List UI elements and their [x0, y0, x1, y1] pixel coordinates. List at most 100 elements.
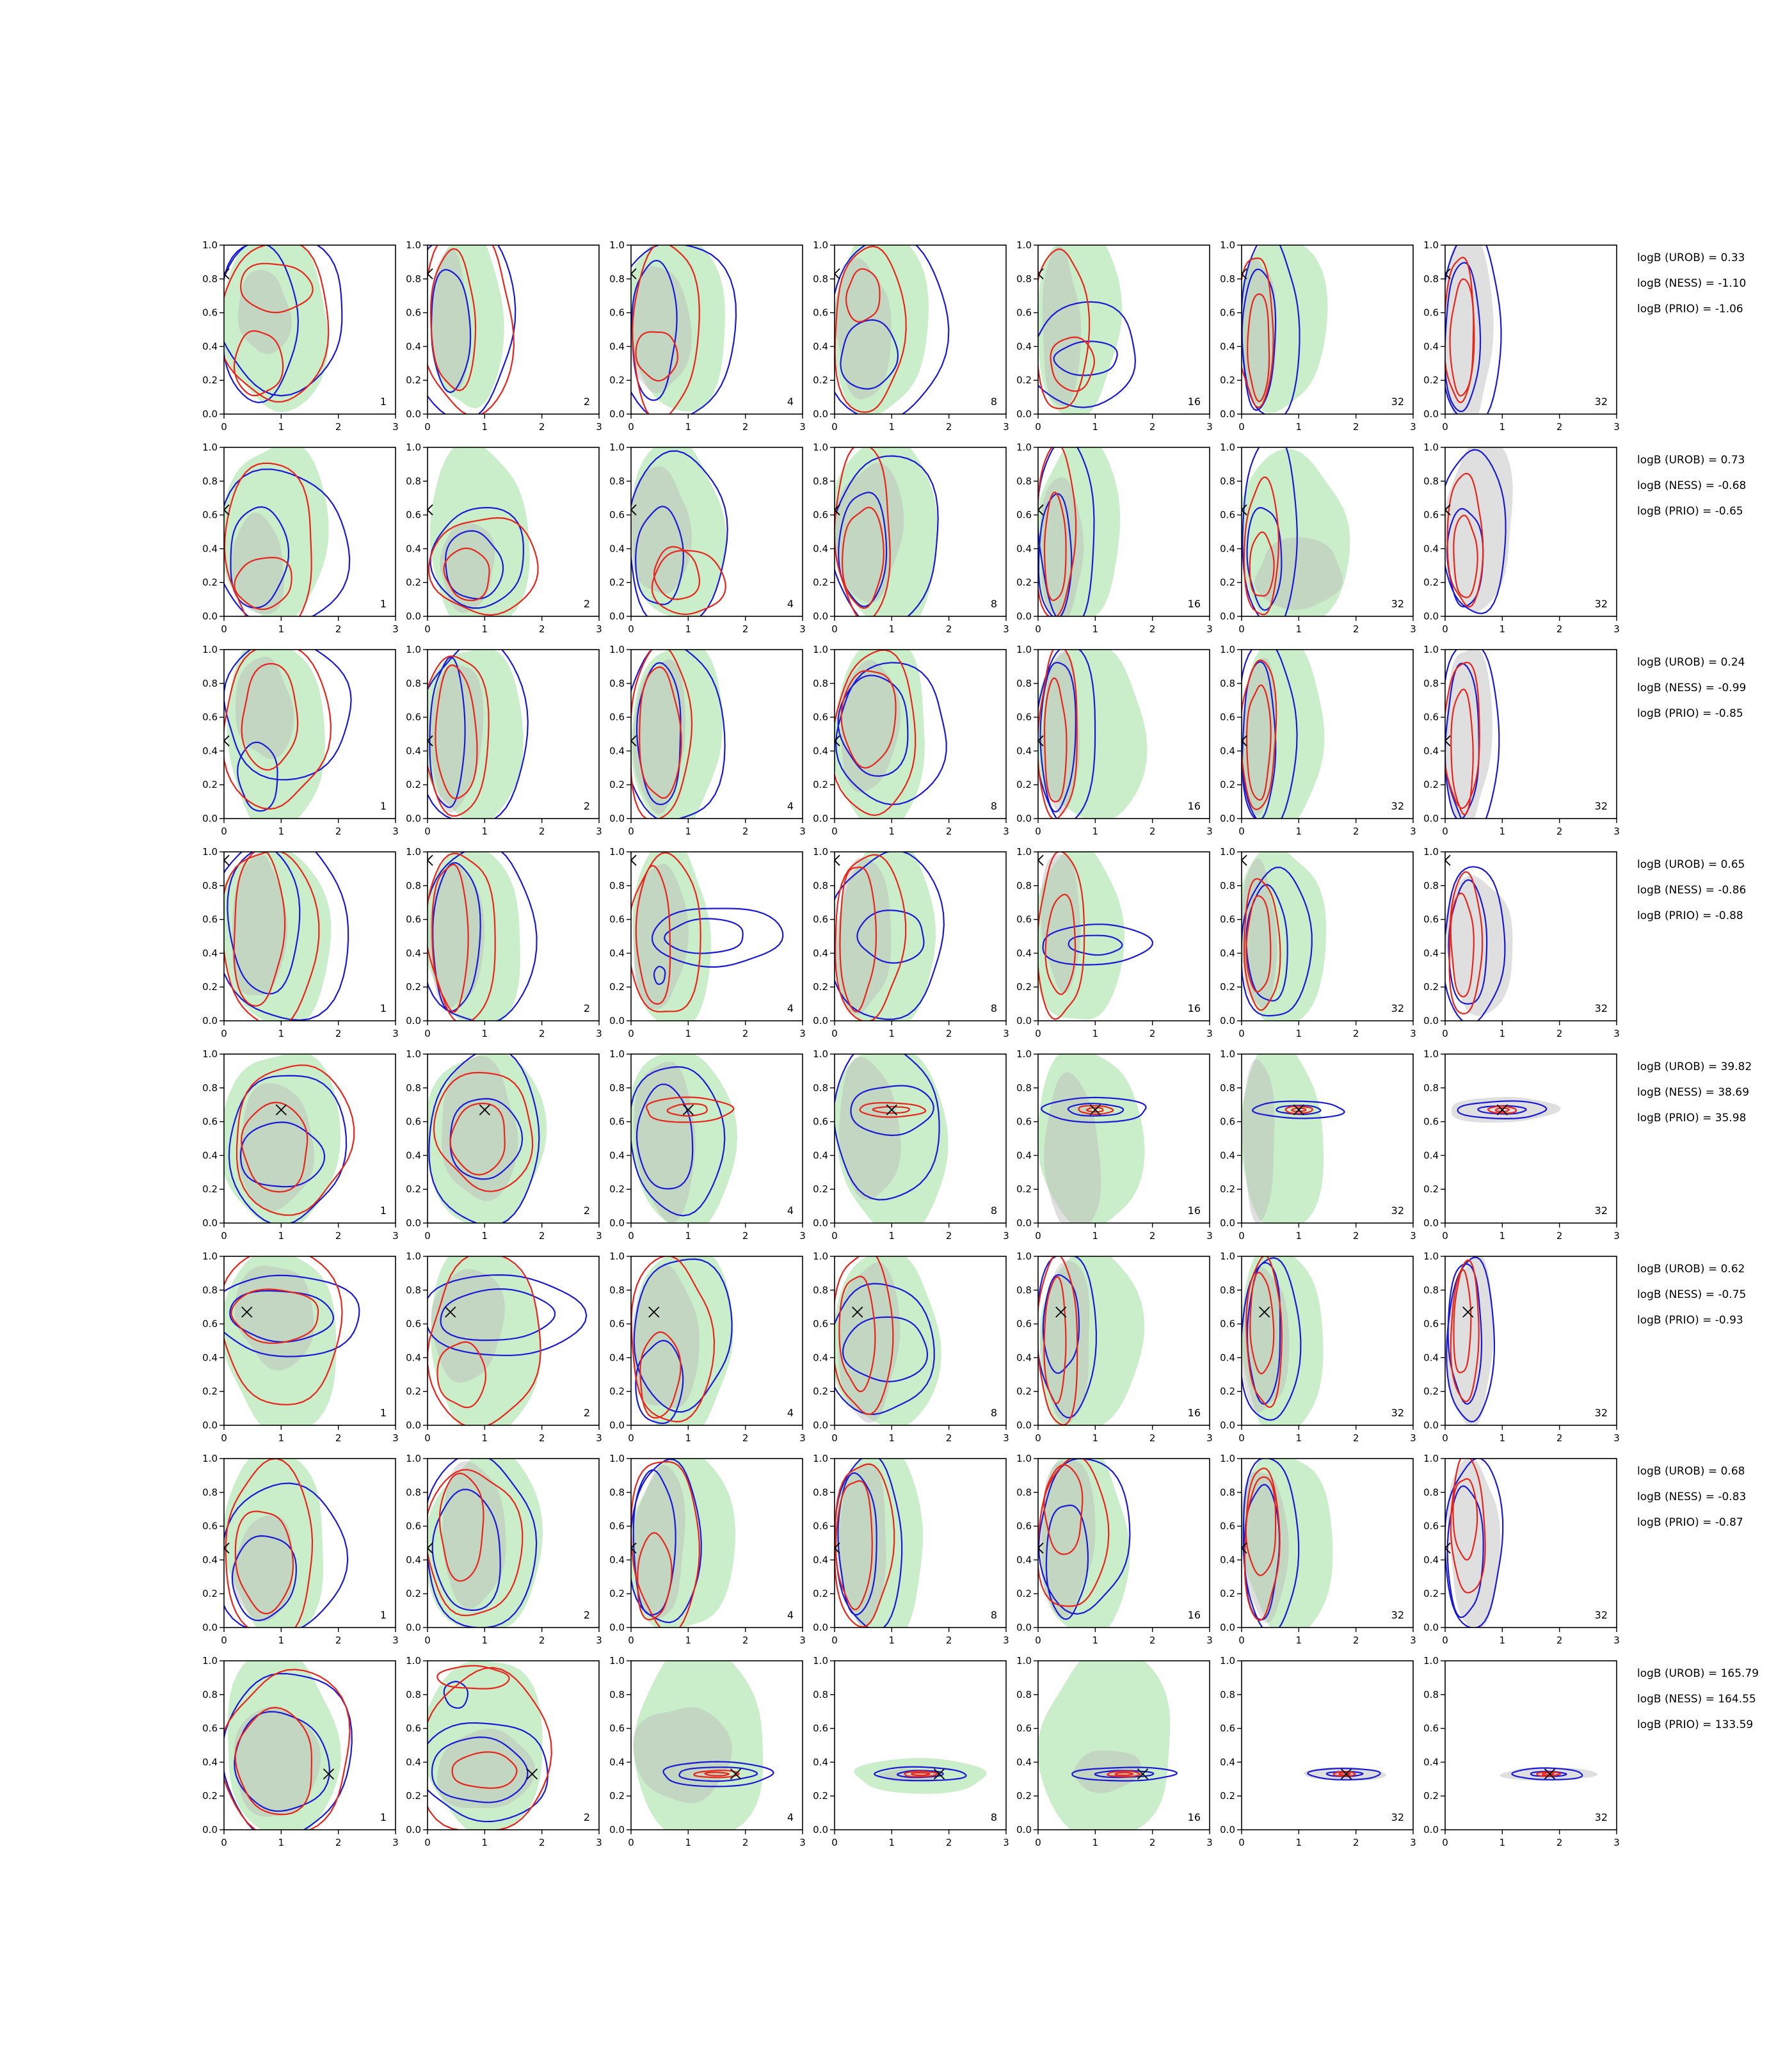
- panel-r5-c4: 0 1 2 3 0.0 0.2 0.4 0.6 0.8 1.0 8: [813, 1048, 1009, 1242]
- y-tick-label: 0.2: [406, 981, 421, 993]
- panel-r4-c4: 0 1 2 3 0.0 0.2 0.4 0.6 0.8 1.0 8: [813, 846, 1009, 1039]
- x-tick-label: 2: [742, 1230, 749, 1242]
- green-density-region: [428, 852, 520, 1021]
- panel-corner-label: 32: [1595, 1811, 1608, 1823]
- truth-marker: [428, 1542, 433, 1554]
- y-tick-label: 0.4: [202, 340, 218, 352]
- green-density-region: [631, 650, 723, 819]
- y-tick-label: 0.8: [1423, 476, 1439, 487]
- y-tick-label: 0.6: [1220, 307, 1235, 319]
- panel-plot-area: [428, 1459, 543, 1628]
- blue-contour-1: [224, 468, 351, 616]
- x-tick-label: 2: [335, 1837, 342, 1848]
- gray-density-region: [1039, 1460, 1096, 1619]
- y-tick-label: 0.4: [1016, 947, 1032, 959]
- blue-contour-1: [1445, 1459, 1504, 1628]
- x-tick-label: 0: [628, 826, 634, 837]
- y-tick-label: 0.4: [1016, 1149, 1032, 1161]
- blue-contour-2: [1039, 662, 1076, 813]
- red-contour-2: [1453, 1268, 1472, 1373]
- red-contour-2: [240, 1101, 308, 1193]
- panel-frame: [1037, 447, 1210, 617]
- x-tick-label: 3: [799, 623, 806, 635]
- panel-frame: [1037, 244, 1210, 415]
- x-tick-label: 1: [278, 1837, 285, 1848]
- panel-r8-c5: 0 1 2 3 0.0 0.2 0.4 0.6 0.8 1.0 16: [1016, 1655, 1213, 1848]
- x-tick-label: 1: [278, 623, 285, 635]
- y-tick-label: 0.2: [1220, 374, 1235, 386]
- y-tick-label: 0.4: [609, 543, 625, 554]
- panel-corner-label: 32: [1595, 800, 1608, 812]
- y-tick-label: 0.4: [406, 947, 421, 959]
- blue-contour-1: [631, 1459, 702, 1624]
- logb-label-urob: logB (UROB) = 39.82: [1637, 1060, 1752, 1073]
- red-contour-2: [234, 1510, 294, 1615]
- panel-r2-c5: 0 1 2 3 0.0 0.2 0.4 0.6 0.8 1.0 16: [1016, 442, 1213, 635]
- x-tick-label: 3: [799, 1230, 806, 1242]
- panel-corner-label: 2: [584, 1002, 590, 1014]
- panel-corner-label: 1: [380, 1204, 387, 1217]
- blue-contour-1: [1038, 1459, 1131, 1615]
- y-tick-label: 1.0: [406, 846, 421, 858]
- panel-frame: [1037, 1256, 1210, 1426]
- y-tick-label: 0.4: [1423, 1554, 1439, 1565]
- x-tick-label: 3: [1003, 1837, 1009, 1848]
- y-tick-label: 0.0: [813, 408, 828, 420]
- panel-plot-area: [1242, 852, 1327, 1021]
- y-tick-label: 1.0: [202, 442, 218, 453]
- y-tick-label: 0.0: [406, 813, 421, 824]
- red-contour-2: [845, 268, 881, 323]
- blue-contour-1: [662, 1761, 774, 1788]
- panel-plot-area: [224, 1661, 353, 1830]
- y-tick-label: 0.0: [813, 1015, 828, 1027]
- x-tick-label: 3: [1410, 826, 1416, 837]
- x-tick-label: 1: [1296, 421, 1302, 433]
- y-tick-label: 0.6: [1016, 1723, 1032, 1734]
- panel-plot-area: [428, 1661, 552, 1830]
- red-contour-1: [428, 852, 496, 1021]
- y-tick-label: 1.0: [813, 239, 828, 251]
- red-contour-2: [233, 852, 286, 1007]
- truth-marker: [428, 854, 433, 866]
- blue-contour-1: [228, 1075, 348, 1223]
- x-tick-label: 3: [1613, 421, 1620, 433]
- blue-contour-1: [428, 650, 529, 819]
- panel-corner-label: 8: [991, 1407, 997, 1419]
- y-tick-label: 0.8: [406, 273, 421, 285]
- panel-r6-c4: 0 1 2 3 0.0 0.2 0.4 0.6 0.8 1.0 8: [813, 1251, 1009, 1444]
- y-tick-label: 0.6: [1016, 1318, 1032, 1330]
- red-contour-1: [651, 549, 726, 616]
- y-tick-label: 1.0: [813, 442, 828, 453]
- y-tick-label: 0.4: [1016, 1756, 1032, 1768]
- y-tick-label: 0.8: [813, 880, 828, 892]
- truth-marker: [682, 1104, 694, 1116]
- blue-contour-2: [850, 1085, 934, 1137]
- red-contour-2: [234, 1706, 312, 1816]
- panel-plot-area: [428, 852, 538, 1021]
- blue-contour-1: [1446, 1256, 1495, 1423]
- blue-contour-2: [431, 1736, 529, 1804]
- logb-label-prio: logB (PRIO) = -0.88: [1637, 909, 1743, 922]
- green-density-region: [634, 1661, 764, 1830]
- red-contour-2: [1449, 278, 1475, 397]
- panel-frame: [427, 649, 600, 819]
- x-tick-label: 0: [1238, 1432, 1245, 1444]
- x-tick-label: 0: [1238, 1635, 1245, 1646]
- blue-contour-1: [835, 245, 950, 414]
- x-tick-label: 2: [1149, 1432, 1156, 1444]
- panel-corner-label: 8: [991, 800, 997, 812]
- blue-contour-1: [1252, 1100, 1345, 1119]
- y-tick-label: 0.6: [1016, 1521, 1032, 1532]
- x-tick-label: 0: [1442, 1837, 1448, 1848]
- blue-contour-2: [856, 909, 925, 964]
- y-tick-label: 0.8: [1016, 476, 1032, 487]
- x-tick-label: 1: [482, 421, 488, 433]
- y-tick-label: 0.4: [202, 745, 218, 756]
- y-tick-label: 0.0: [1423, 1420, 1439, 1431]
- y-tick-label: 0.0: [202, 611, 218, 622]
- y-tick-label: 0.6: [1423, 1318, 1439, 1330]
- x-tick-label: 2: [742, 421, 749, 433]
- y-tick-label: 0.2: [202, 1386, 218, 1397]
- panel-frame: [1241, 649, 1414, 819]
- y-tick-label: 0.4: [609, 1352, 625, 1363]
